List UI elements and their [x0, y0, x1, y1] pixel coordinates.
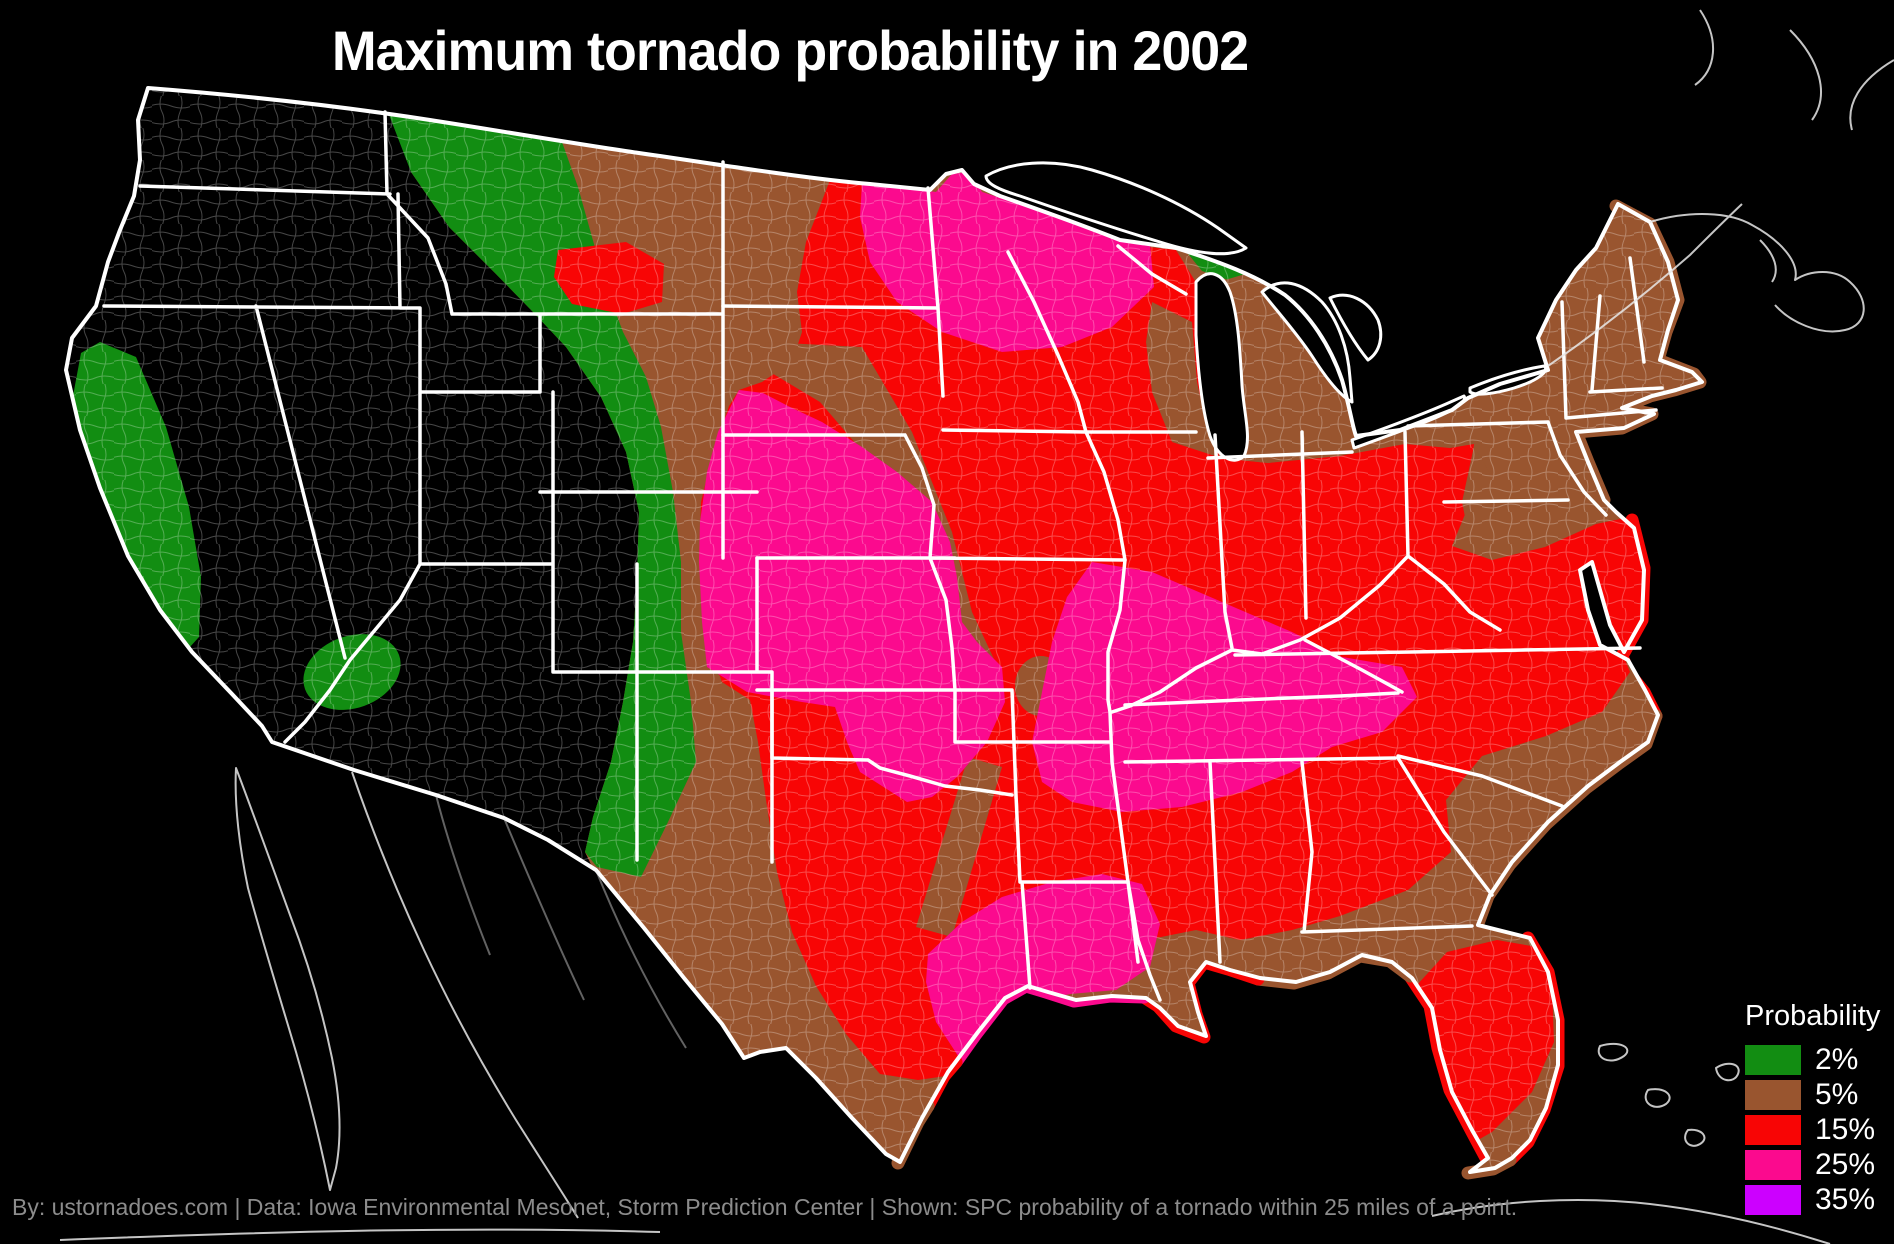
legend-item-25pct: 25%	[1745, 1150, 1894, 1180]
st-lawrence-river	[1547, 203, 1743, 367]
canada-topright-lines	[1694, 9, 1894, 131]
legend-item-15pct: 15%	[1745, 1115, 1894, 1145]
foreign-coastlines	[59, 9, 1894, 1244]
canada-maritimes	[1649, 213, 1865, 333]
state-borders	[102, 110, 1664, 1002]
legend-swatch-2pct	[1745, 1045, 1801, 1075]
legend-label-5pct: 5%	[1815, 1078, 1859, 1111]
legend-title: Probability	[1745, 1000, 1881, 1032]
georgian-bay	[1328, 293, 1383, 362]
legend-label-15pct: 15%	[1815, 1113, 1876, 1146]
us-coastline	[64, 86, 1704, 1174]
legend-label-2pct: 2%	[1815, 1043, 1859, 1076]
lake-michigan	[1194, 272, 1249, 462]
legend-label-35pct: 35%	[1815, 1183, 1876, 1216]
mexico-interior-lines	[435, 794, 687, 1049]
legend-item-5pct: 5%	[1745, 1080, 1894, 1110]
cuba-coast	[1431, 1199, 1831, 1244]
bahamas-islands	[1597, 1042, 1740, 1147]
legend-item-2pct: 2%	[1745, 1045, 1894, 1075]
legend: Probability 2% 5% 15% 25% 35%	[1745, 1000, 1894, 1220]
great-lakes	[984, 161, 1547, 462]
legend-swatch-35pct	[1745, 1185, 1801, 1215]
baja-california	[234, 767, 341, 1191]
mexico-mainland-coast	[351, 771, 579, 1219]
lake-superior	[984, 161, 1248, 256]
legend-swatch-15pct	[1745, 1115, 1801, 1145]
page-title: Maximum tornado probability in 2002	[331, 19, 1249, 82]
credit-footer: By: ustornadoes.com | Data: Iowa Environ…	[12, 1194, 1518, 1220]
legend-swatch-25pct	[1745, 1150, 1801, 1180]
legend-item-35pct: 35%	[1745, 1185, 1894, 1215]
legend-label-25pct: 25%	[1815, 1148, 1876, 1181]
mexico-south-coast	[59, 1228, 661, 1241]
lake-huron	[1260, 281, 1354, 404]
legend-swatch-5pct	[1745, 1080, 1801, 1110]
